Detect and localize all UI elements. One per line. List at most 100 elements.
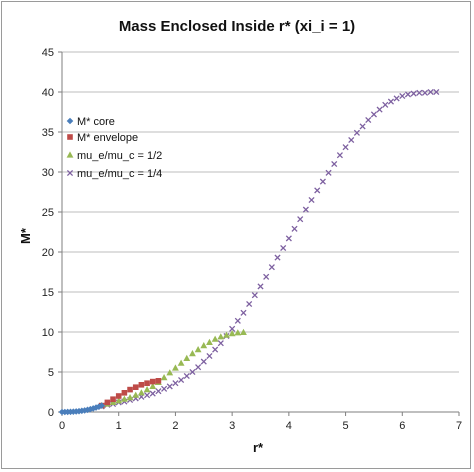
data-point — [110, 396, 116, 402]
data-point — [212, 346, 219, 353]
data-point — [92, 404, 100, 411]
data-point — [178, 376, 185, 384]
data-point — [132, 384, 139, 390]
data-point — [240, 309, 247, 316]
legend-label-envelope: M* envelope — [77, 132, 138, 144]
data-point — [138, 389, 145, 396]
x-tick-label: 6 — [399, 420, 405, 432]
legend-marker — [66, 151, 74, 158]
legend-item-envelope: M* envelope — [67, 132, 138, 144]
data-point — [189, 350, 196, 357]
legend-label-quarter: mu_e/mu_c = 1/4 — [77, 168, 162, 180]
gridlines — [62, 51, 459, 373]
legend-label-half: mu_e/mu_c = 1/2 — [77, 150, 162, 162]
legend-marker — [66, 117, 74, 125]
data-point — [257, 283, 264, 290]
data-point — [194, 346, 202, 353]
data-point — [404, 91, 412, 98]
data-point — [302, 206, 309, 213]
data-point — [144, 392, 151, 399]
series-3 — [98, 88, 440, 410]
data-point — [433, 88, 440, 96]
x-tick-label: 7 — [456, 420, 462, 432]
x-tick-label: 4 — [286, 420, 292, 432]
data-point — [98, 402, 105, 409]
data-point — [177, 359, 185, 366]
y-tick-label: 5 — [48, 367, 54, 379]
data-point — [200, 342, 208, 349]
data-point — [217, 340, 224, 347]
data-point — [172, 364, 179, 371]
data-point — [166, 369, 174, 376]
y-axis-label: M* — [18, 227, 33, 244]
data-point — [365, 116, 372, 124]
legend-marker — [66, 169, 74, 177]
x-tick-labels: 0 1 2 3 4 5 6 7 — [59, 420, 462, 432]
data-point — [144, 380, 150, 386]
x-tick-label: 3 — [229, 420, 235, 432]
y-tick-label: 30 — [42, 167, 54, 179]
data-point — [115, 393, 122, 399]
data-point — [359, 123, 366, 130]
data-point — [348, 136, 355, 144]
data-point — [251, 292, 258, 299]
legend-item-half: mu_e/mu_c = 1/2 — [66, 150, 162, 162]
data-point — [206, 352, 213, 360]
data-point — [229, 325, 236, 332]
data-point — [172, 380, 179, 387]
data-point — [410, 90, 417, 97]
data-point — [228, 330, 236, 337]
data-point — [263, 273, 270, 280]
data-point — [274, 254, 281, 261]
data-point — [120, 395, 128, 402]
data-point — [138, 382, 145, 388]
data-point — [370, 111, 377, 118]
data-point — [183, 372, 190, 380]
data-point — [297, 216, 304, 223]
data-point — [331, 160, 338, 168]
y-tick-label: 35 — [42, 127, 54, 139]
data-point — [319, 178, 326, 185]
data-point — [195, 364, 202, 371]
x-axis-label: r* — [253, 440, 264, 455]
data-point — [393, 95, 400, 102]
series-0 — [58, 402, 105, 416]
data-point — [211, 335, 219, 342]
legend-marker-envelope — [67, 134, 73, 140]
data-point — [132, 391, 140, 398]
data-point — [149, 378, 156, 385]
y-tick-label: 10 — [42, 327, 54, 339]
data-point — [166, 383, 173, 390]
legend-marker-half — [66, 151, 74, 158]
legend-item-core: M* core — [66, 116, 115, 128]
data-point — [421, 89, 429, 96]
data-point — [336, 152, 343, 159]
y-tick-label: 15 — [42, 287, 54, 299]
data-point — [285, 235, 292, 242]
data-point — [223, 331, 230, 338]
data-point — [95, 403, 103, 410]
data-point — [217, 333, 225, 340]
data-point — [87, 405, 94, 413]
data-point — [246, 300, 253, 308]
legend: M* core M* envelope mu_e/mu_c = 1/2 mu_e… — [66, 116, 162, 180]
y-tick-labels: 0 5 10 15 20 25 30 35 40 45 — [42, 47, 54, 419]
legend-item-quarter: mu_e/mu_c = 1/4 — [66, 168, 162, 180]
data-point — [353, 129, 360, 136]
legend-marker — [67, 134, 73, 140]
data-point — [206, 338, 213, 345]
y-tick-label: 25 — [42, 207, 54, 219]
x-tick-label: 0 — [59, 420, 65, 432]
data-point — [149, 382, 157, 389]
axes — [58, 51, 460, 416]
data-point — [121, 390, 128, 396]
data-point — [325, 169, 332, 176]
data-point — [399, 92, 406, 100]
x-tick-label: 1 — [116, 420, 122, 432]
data-point — [200, 358, 207, 365]
data-point — [127, 386, 133, 393]
legend-label-core: M* core — [77, 116, 115, 128]
data-point — [280, 244, 287, 252]
